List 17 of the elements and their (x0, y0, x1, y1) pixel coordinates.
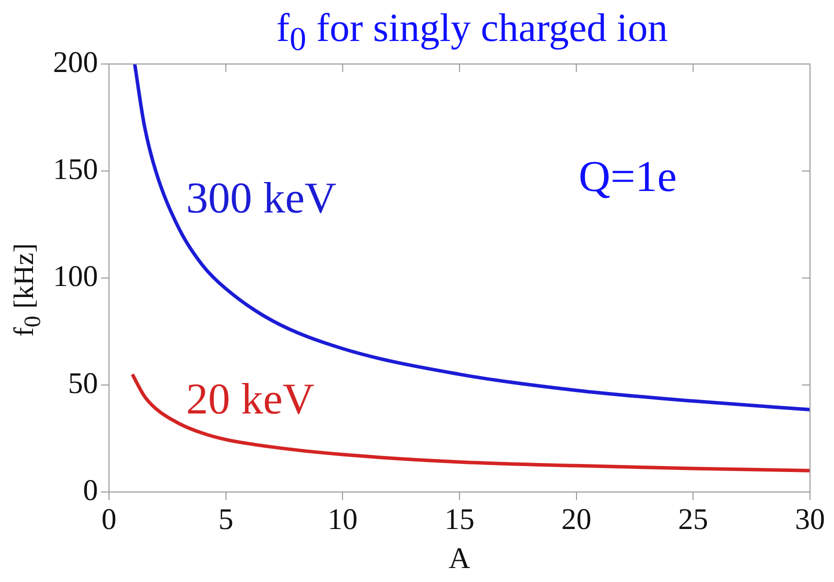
x-tick-label: 5 (218, 502, 234, 536)
x-tick-label: 10 (328, 502, 358, 536)
x-tick-label: 30 (795, 502, 825, 536)
x-axis-title: A (448, 542, 471, 575)
y-tick-label: 100 (53, 260, 98, 293)
y-tick-label: 50 (68, 366, 98, 400)
y-tick-label: 200 (53, 46, 98, 79)
y-tick-label: 0 (83, 474, 98, 507)
y-tick-label: 150 (53, 152, 98, 186)
chart-title: f$_{0}$ for singly charged ion (275, 4, 669, 59)
series-label: 20 keV (186, 374, 315, 424)
series-label: 300 keV (186, 174, 337, 223)
x-tick-label: 15 (444, 502, 474, 536)
x-tick-label: 25 (678, 502, 708, 536)
annotation: Q=1e (578, 152, 677, 202)
line-series (130, 372, 810, 472)
x-tick-label: 20 (561, 502, 592, 536)
